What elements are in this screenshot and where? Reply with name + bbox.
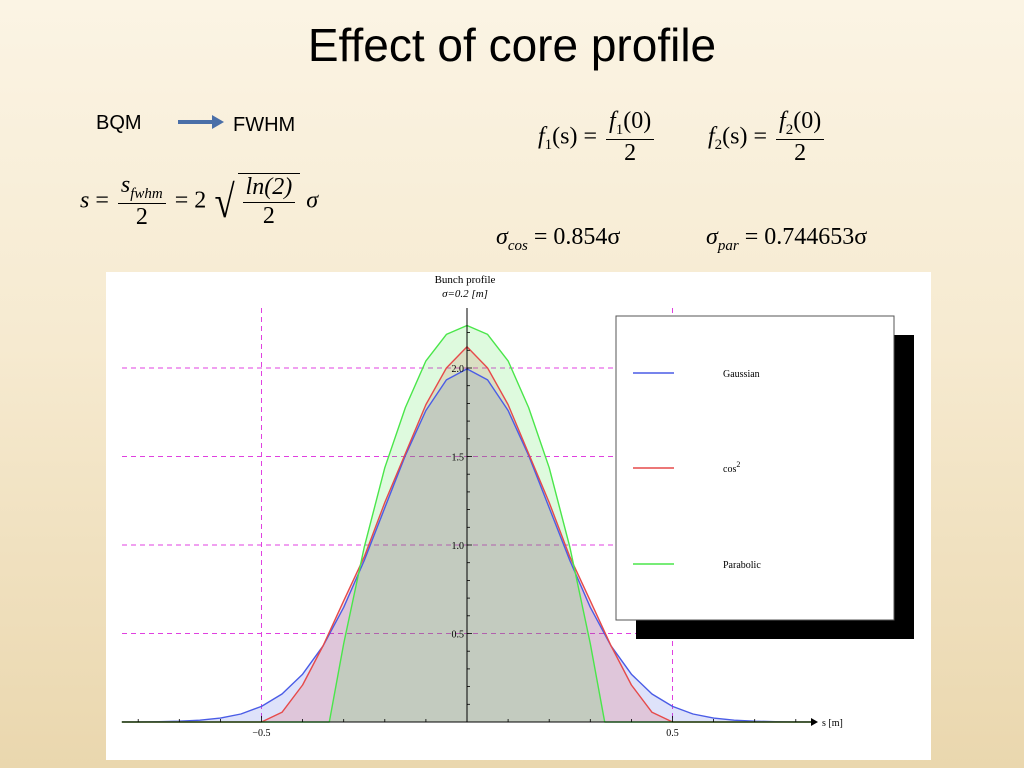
f2-fraction: f2(0) 2 xyxy=(776,108,825,168)
f1-fraction: f1(0) 2 xyxy=(606,108,655,168)
y-tick-label: 1.0 xyxy=(452,541,465,552)
f2-equation: f2(s) = f2(0) 2 xyxy=(708,108,827,168)
equals-sign: = xyxy=(95,187,109,214)
f2-arg: (s) xyxy=(722,123,748,150)
s-symbol: s xyxy=(80,187,90,214)
f1-num-symbol: f xyxy=(609,108,616,134)
equals-two: = 2 xyxy=(174,187,207,214)
s-fwhm-denominator: 2 xyxy=(135,204,148,231)
sigma-par-sub: par xyxy=(717,237,739,254)
chart-title: Bunch profile xyxy=(435,274,496,286)
right-arrow-icon xyxy=(178,115,224,129)
chart-subtitle: σ=0.2 [m] xyxy=(442,288,488,300)
slide-title: Effect of core profile xyxy=(307,19,717,71)
sigma-par-equation: σpar = 0.744653σ xyxy=(706,224,867,255)
ln2-fraction: ln(2) 2 xyxy=(242,174,296,230)
x-tick-label: −0.5 xyxy=(252,728,270,739)
sigma-cos-sub: cos xyxy=(507,237,528,254)
x-axis-arrow-icon xyxy=(811,718,818,726)
f2-symbol: f xyxy=(708,123,715,150)
sqrt-expression: √ ln(2) 2 xyxy=(212,173,301,230)
ln2-numerator: ln(2) xyxy=(245,174,293,201)
legend-label-1: cos2 xyxy=(723,460,740,475)
legend-label-0: Gaussian xyxy=(723,369,760,380)
f1-num-sub: 1 xyxy=(615,121,624,138)
f1-symbol: f xyxy=(538,123,545,150)
bunch-profile-chart: Bunch profile σ=0.2 [m] −0.5 0.5 0.5 1.0 1.5 2.… xyxy=(121,274,914,739)
sigma-symbol: σ xyxy=(306,187,319,214)
radical-icon: √ xyxy=(214,175,236,227)
sigma-par-value: = 0.744653σ xyxy=(744,224,868,250)
f2-equals: = xyxy=(753,123,768,150)
y-tick-label: 0.5 xyxy=(452,630,465,641)
s-fwhm-main: s xyxy=(120,172,131,198)
f2-denominator: 2 xyxy=(794,140,807,167)
f2-num-symbol: f xyxy=(779,108,786,134)
s-fwhm-fraction: sfwhm 2 xyxy=(117,172,166,232)
f2-num-arg: (0) xyxy=(793,108,822,134)
ln2-denominator: 2 xyxy=(262,202,275,229)
y-tick-label: 1.5 xyxy=(452,453,465,464)
fwhm-label: FWHM xyxy=(233,114,296,136)
sigma-cos-symbol: σ xyxy=(496,224,508,250)
s-equation: s = sfwhm 2 = 2 √ ln(2) 2 σ xyxy=(80,172,318,232)
bqm-label: BQM xyxy=(96,112,142,134)
sigma-cos-equation: σcos = 0.854σ xyxy=(496,224,620,255)
plot-panel: Bunch profile σ=0.2 [m] −0.5 0.5 0.5 1.0 1.5 2.… xyxy=(106,272,931,760)
y-tick-label: 2.0 xyxy=(452,364,465,375)
f1-num-arg: (0) xyxy=(623,108,652,134)
x-axis-label: s [m] xyxy=(822,718,843,729)
legend-label-2: Parabolic xyxy=(723,560,761,571)
x-tick-label: 0.5 xyxy=(666,728,679,739)
legend-label-sup: 2 xyxy=(736,460,740,469)
f2-sub: 2 xyxy=(714,137,723,154)
f1-sub: 1 xyxy=(544,137,553,154)
sigma-par-symbol: σ xyxy=(706,224,718,250)
f1-denominator: 2 xyxy=(624,140,637,167)
f1-equation: f1(s) = f1(0) 2 xyxy=(538,108,657,168)
f1-arg: (s) xyxy=(552,123,578,150)
f2-num-sub: 2 xyxy=(785,121,794,138)
f1-equals: = xyxy=(583,123,598,150)
s-fwhm-sub: fwhm xyxy=(130,185,163,202)
sigma-cos-value: = 0.854σ xyxy=(533,224,621,250)
